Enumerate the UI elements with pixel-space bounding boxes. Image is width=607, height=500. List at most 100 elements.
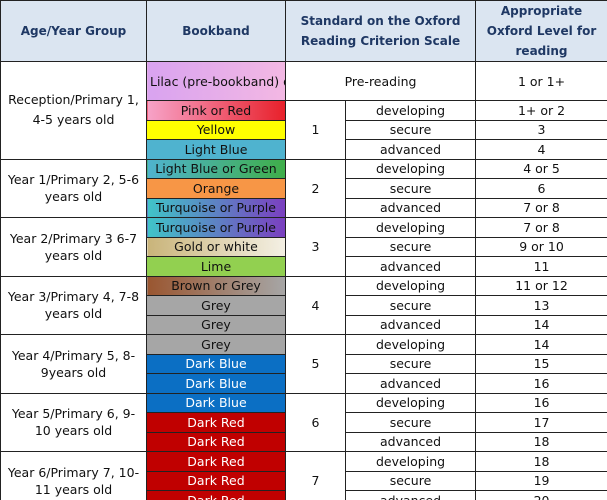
stage-cell: 6 [285, 392, 346, 452]
bookband-cell: Dark Red [146, 451, 286, 472]
standard-cell: Pre-reading [284, 61, 477, 101]
standard-cell: secure [344, 178, 477, 199]
bookband-cell: Dark Blue [146, 392, 286, 413]
age-cell: Year 4/Primary 5, 8-9years old [0, 334, 147, 394]
age-cell: Year 6/Primary 7, 10-11 years old [0, 451, 147, 500]
standard-cell: advanced [344, 197, 477, 218]
standard-cell: advanced [344, 431, 477, 452]
standard-cell: advanced [344, 139, 477, 160]
table-row: Lime advanced 11 [1, 256, 607, 277]
table-row: Dark Blue secure 15 [1, 353, 607, 374]
level-cell: 7 or 8 [475, 217, 607, 238]
level-cell: 19 [475, 470, 607, 491]
level-cell: 11 or 12 [475, 275, 607, 296]
standard-cell: developing [344, 334, 477, 355]
table-row: Dark Red secure 19 [1, 470, 607, 491]
standard-cell: advanced [344, 256, 477, 277]
standard-cell: advanced [344, 314, 477, 335]
level-cell: 15 [475, 353, 607, 374]
stage-cell: 4 [285, 275, 346, 335]
table-row: Pink or Red 1 developing 1+ or 2 [1, 100, 607, 160]
table-row: Year 6/Primary 7, 10-11 years old Dark Re… [0, 451, 607, 500]
header-cell: Age/Year Group [0, 0, 147, 62]
standard-cell: developing [344, 217, 477, 238]
age-cell: Year 3/Primary 4, 7-8 years old [0, 275, 147, 335]
header-cell: Appropriate Oxford Level for reading [475, 0, 607, 62]
table-body: Reception/Primary 1, 4-5 years old Lilac … [0, 61, 607, 500]
level-cell: 14 [475, 314, 607, 335]
stage-cell: 3 [285, 217, 346, 277]
bookband-cell: Pink or Red [146, 100, 286, 121]
level-cell: 1 or 1+ [475, 61, 607, 101]
bookband-cell: Gold or white [146, 236, 286, 257]
header-row: Age/Year Group Bookband Standard on the … [0, 0, 607, 62]
standard-cell: secure [344, 353, 477, 374]
level-cell: 6 [475, 178, 607, 199]
bookband-cell: Turquoise or Purple [146, 217, 286, 238]
bookband-cell: Brown or Grey [146, 275, 286, 296]
table-row: Grey secure 13 [1, 295, 607, 316]
standard-cell: advanced [344, 490, 477, 500]
level-cell: 7 or 8 [475, 197, 607, 218]
standard-cell: developing [344, 392, 477, 413]
level-cell: 1+ or 2 [475, 100, 607, 121]
bookband-cell: Light Blue or Green [146, 158, 286, 179]
bookband-cell: Dark Blue [146, 373, 286, 394]
stage-cell: 7 [285, 451, 346, 500]
bookband-cell: Dark Red [146, 412, 286, 433]
standard-cell: developing [344, 100, 477, 121]
bookband-cell: Yellow [146, 119, 286, 140]
stage-cell: 1 [285, 100, 346, 160]
bookband-cell: Dark Red [146, 490, 286, 500]
standard-cell: developing [344, 158, 477, 179]
level-cell: 18 [475, 431, 607, 452]
table-row: Orange secure 6 [1, 178, 607, 199]
table-row: Year 3/Primary 4, 7-8 years old Brown or … [0, 275, 607, 335]
level-cell: 9 or 10 [475, 236, 607, 257]
level-cell: 17 [475, 412, 607, 433]
header-cell: Bookband [146, 0, 286, 62]
level-cell: 4 [475, 139, 607, 160]
age-cell: Year 1/Primary 2, 5-6 years old [0, 158, 147, 218]
level-cell: 14 [475, 334, 607, 355]
standard-cell: secure [344, 119, 477, 140]
bookband-cell: Lime [146, 256, 286, 277]
age-cell: Year 2/Primary 3 6-7 years old [0, 217, 147, 277]
table-row: Year 5/Primary 6, 9-10 years old Dark Blu… [0, 392, 607, 452]
bookband-cell: Grey [146, 295, 286, 316]
level-cell: 3 [475, 119, 607, 140]
standard-cell: advanced [344, 373, 477, 394]
standard-cell: developing [344, 451, 477, 472]
level-cell: 16 [475, 392, 607, 413]
standard-cell: secure [344, 412, 477, 433]
standard-cell: developing [344, 275, 477, 296]
header-cell: Standard on the Oxford Reading Criterion… [284, 0, 477, 62]
level-cell: 18 [475, 451, 607, 472]
bookband-cell: Dark Red [146, 470, 286, 491]
standard-cell: secure [344, 295, 477, 316]
table-row: Light Blue advanced 4 [1, 139, 607, 160]
age-cell: Reception/Primary 1, 4-5 years old [0, 61, 147, 160]
age-cell: Year 5/Primary 6, 9-10 years old [0, 392, 147, 452]
stage-cell: 5 [285, 334, 346, 394]
bookband-cell: Turquoise or Purple [146, 197, 286, 218]
standard-cell: secure [344, 236, 477, 257]
bookband-cell: Orange [146, 178, 286, 199]
level-cell: 20 [475, 490, 607, 500]
level-cell: 4 or 5 [475, 158, 607, 179]
standard-cell: secure [344, 470, 477, 491]
stage-cell: 2 [285, 158, 346, 218]
bookband-cell: Grey [146, 314, 286, 335]
table-row: Year 4/Primary 5, 8-9years old Grey 5 devel… [0, 334, 607, 394]
bookband-cell: Dark Blue [146, 353, 286, 374]
table-row: Year 2/Primary 3 6-7 years old Turquoise … [0, 217, 607, 277]
table-row: Turquoise or Purple advanced 7 or 8 [1, 197, 607, 218]
bookband-cell: Grey [146, 334, 286, 355]
bookband-cell: Dark Red [146, 431, 286, 452]
level-cell: 16 [475, 373, 607, 394]
table-row: Year 1/Primary 2, 5-6 years old Light Blu… [0, 158, 607, 218]
bookband-cell: Light Blue [146, 139, 286, 160]
table-row: Gold or white secure 9 or 10 [1, 236, 607, 257]
